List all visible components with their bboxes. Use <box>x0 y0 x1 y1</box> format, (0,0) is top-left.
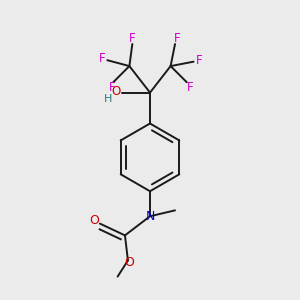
Text: F: F <box>187 81 194 94</box>
Text: F: F <box>99 52 105 65</box>
Text: F: F <box>129 32 136 45</box>
Text: F: F <box>196 54 202 67</box>
Text: N: N <box>145 210 155 223</box>
Text: F: F <box>108 81 115 94</box>
Text: O: O <box>111 85 120 98</box>
Text: O: O <box>90 214 100 226</box>
Text: O: O <box>124 256 134 269</box>
Text: F: F <box>174 32 181 45</box>
Text: H: H <box>104 94 112 104</box>
